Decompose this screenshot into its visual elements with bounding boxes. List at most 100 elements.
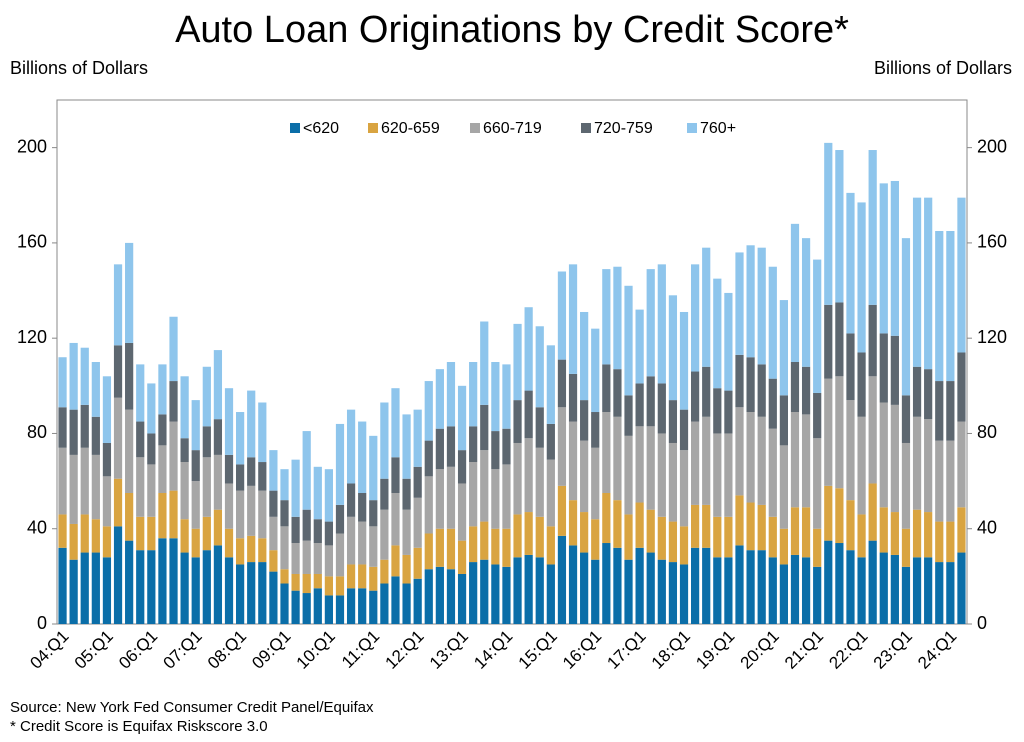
bar-segment bbox=[580, 440, 589, 513]
bar-segment bbox=[302, 509, 311, 541]
bar-segment bbox=[935, 381, 944, 441]
bar-segment bbox=[901, 238, 911, 396]
bar-segment bbox=[424, 381, 433, 441]
bar-segment bbox=[180, 438, 189, 463]
x-tick-label: 13:Q1 bbox=[426, 627, 472, 673]
bar-segment bbox=[457, 573, 467, 624]
bar-segment bbox=[236, 464, 245, 491]
bar-segment bbox=[469, 462, 478, 527]
bar-segment bbox=[169, 316, 178, 382]
bar-segment bbox=[912, 366, 922, 417]
bar-segment bbox=[446, 466, 456, 529]
bar-segment bbox=[213, 454, 223, 510]
bar-segment bbox=[946, 521, 955, 563]
bar-segment bbox=[779, 445, 788, 529]
bar-segment bbox=[679, 409, 689, 451]
bar-segment bbox=[302, 573, 311, 594]
bar-segment bbox=[524, 390, 533, 439]
chart-title: Auto Loan Originations by Credit Score* bbox=[175, 9, 849, 51]
bar-segment bbox=[258, 402, 267, 463]
bar-segment bbox=[258, 462, 267, 491]
x-tick-label: 09:Q1 bbox=[248, 627, 294, 673]
bar-segment bbox=[568, 373, 578, 422]
bar-segment bbox=[202, 426, 211, 458]
bar-segment bbox=[125, 409, 134, 493]
bar-segment bbox=[247, 535, 256, 563]
bar-segment bbox=[568, 500, 578, 546]
bar-segment bbox=[91, 519, 100, 553]
bar-segment bbox=[324, 521, 333, 546]
bar-segment bbox=[857, 416, 866, 515]
bar-segment bbox=[513, 514, 522, 558]
x-tick-label: 23:Q1 bbox=[870, 627, 916, 673]
bar-segment bbox=[91, 362, 100, 417]
bar-segment bbox=[213, 545, 223, 624]
bar-segment bbox=[480, 321, 489, 405]
x-tick-label: 12:Q1 bbox=[381, 627, 427, 673]
bar-segment bbox=[580, 400, 589, 441]
bar-segment bbox=[846, 192, 855, 334]
bar-segment bbox=[824, 142, 833, 305]
bar-segment bbox=[302, 540, 311, 574]
x-tick-label: 22:Q1 bbox=[825, 627, 871, 673]
bar-segment bbox=[768, 557, 777, 624]
bar-segment bbox=[346, 564, 356, 589]
bar-segment bbox=[668, 521, 678, 563]
y-tick-label: 200 bbox=[17, 136, 47, 156]
bar-segment bbox=[380, 402, 389, 479]
bar-segment bbox=[835, 150, 844, 303]
bar-segment bbox=[280, 583, 289, 624]
bar-segment bbox=[136, 550, 145, 624]
bar-segment bbox=[102, 376, 112, 443]
bar-segment bbox=[147, 383, 156, 434]
bar-segment bbox=[446, 426, 456, 467]
bar-segment bbox=[324, 576, 333, 596]
bar-segment bbox=[646, 269, 655, 377]
bar-segment bbox=[535, 407, 544, 448]
bar-segment bbox=[258, 490, 267, 539]
bar-segment bbox=[202, 516, 211, 551]
bar-segment bbox=[735, 545, 744, 624]
bar-segment bbox=[358, 421, 367, 493]
bar-segment bbox=[469, 426, 478, 463]
bar-segment bbox=[346, 409, 356, 484]
bar-segment bbox=[369, 526, 378, 567]
bar-segment bbox=[69, 409, 78, 455]
bar-segment bbox=[346, 516, 356, 565]
bar-segment bbox=[224, 483, 234, 529]
bar-segment bbox=[724, 516, 733, 558]
bar-segment bbox=[535, 447, 544, 517]
bar-segment bbox=[269, 450, 278, 491]
bar-segment bbox=[402, 509, 411, 555]
bar-segment bbox=[790, 507, 800, 555]
bar-segment bbox=[191, 450, 200, 482]
bar-segment bbox=[879, 333, 888, 403]
legend-swatch bbox=[687, 123, 697, 133]
bar-segment bbox=[291, 543, 300, 574]
legend-label: 660-719 bbox=[483, 120, 542, 137]
bar-segment bbox=[735, 354, 744, 408]
bar-segment bbox=[191, 400, 200, 451]
bar-segment bbox=[269, 490, 278, 517]
bar-segment bbox=[746, 412, 755, 503]
bar-segment bbox=[346, 483, 356, 517]
bar-segment bbox=[646, 509, 655, 553]
y2-tick-label: 120 bbox=[977, 327, 1007, 347]
legend-swatch bbox=[470, 123, 480, 133]
bar-segment bbox=[879, 402, 888, 508]
bar-segment bbox=[80, 447, 89, 515]
bar-segment bbox=[413, 578, 422, 624]
bar-segment bbox=[191, 481, 200, 529]
bar-segment bbox=[413, 409, 422, 467]
bar-segment bbox=[879, 552, 888, 624]
bar-segment bbox=[613, 266, 622, 370]
bar-segment bbox=[568, 264, 578, 374]
bar-segment bbox=[58, 357, 67, 408]
bar-segment bbox=[746, 550, 755, 624]
bar-segment bbox=[247, 562, 256, 624]
bar-segment bbox=[546, 564, 555, 624]
bar-segment bbox=[313, 588, 322, 624]
bar-segment bbox=[857, 557, 866, 624]
bar-segment bbox=[413, 547, 422, 579]
bar-segment bbox=[757, 416, 766, 505]
